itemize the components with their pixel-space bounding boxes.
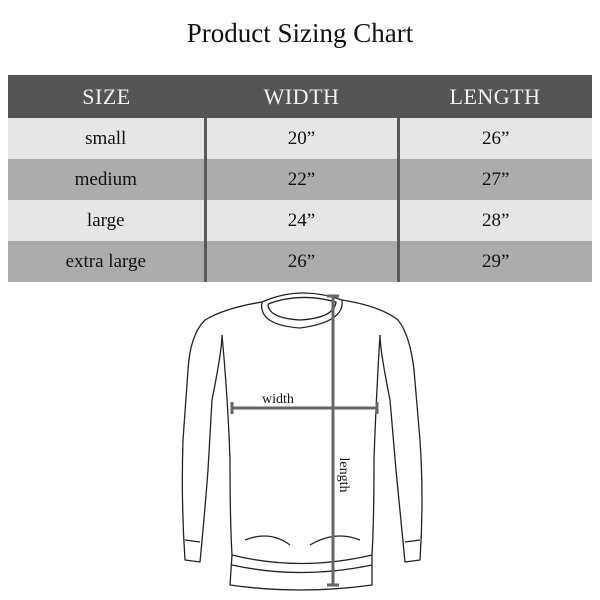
page-title: Product Sizing Chart [186, 18, 414, 48]
size-cell: medium [8, 159, 205, 200]
length-measure-line [327, 294, 339, 587]
width-cell: 24” [203, 200, 398, 241]
length-cell: 29” [396, 241, 592, 282]
size-cell: small [8, 118, 205, 159]
length-cell: 28” [396, 200, 592, 241]
header-length: LENGTH [398, 75, 592, 118]
length-cell: 27” [396, 159, 592, 200]
header-size: SIZE [8, 75, 205, 118]
table-row: small 20” 26” [8, 118, 592, 159]
sizing-table: SIZE WIDTH LENGTH small 20” 26” medium 2… [8, 75, 592, 282]
width-cell: 26” [203, 241, 398, 282]
length-cell: 26” [396, 118, 592, 159]
size-cell: large [8, 200, 205, 241]
length-label: length [336, 458, 351, 493]
width-cell: 22” [203, 159, 398, 200]
table-row: extra large 26” 29” [8, 241, 592, 282]
sweatshirt-outline [181, 292, 423, 591]
width-cell: 20” [203, 118, 398, 159]
table-row: large 24” 28” [8, 200, 592, 241]
width-label: width [262, 392, 294, 407]
table-header: SIZE WIDTH LENGTH [8, 75, 592, 118]
header-width: WIDTH [205, 75, 398, 118]
table-row: medium 22” 27” [8, 159, 592, 200]
size-cell: extra large [8, 241, 205, 282]
width-measure-line [230, 402, 379, 414]
